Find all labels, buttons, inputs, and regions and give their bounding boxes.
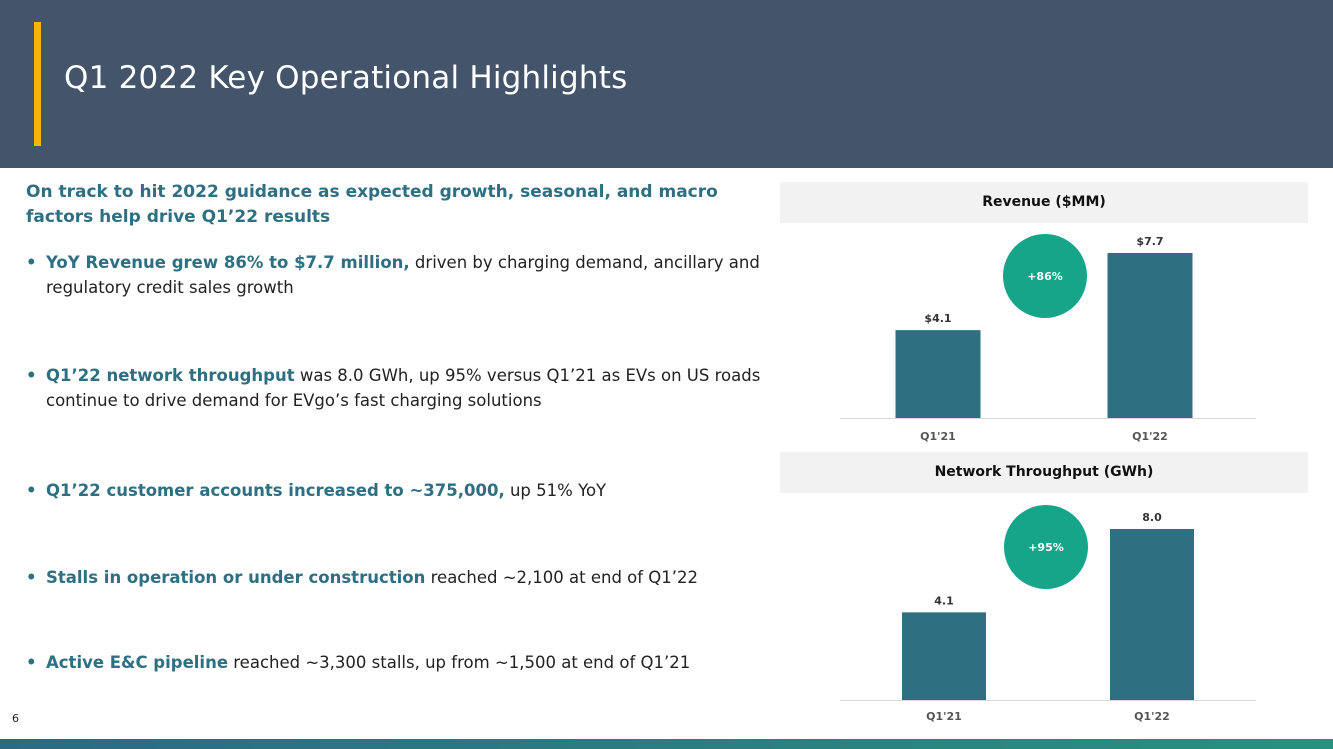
throughput-bar-1	[902, 612, 986, 700]
throughput-growth-label: +95%	[1028, 541, 1064, 554]
highlight-stalls: • Stalls in operation or under construct…	[26, 565, 766, 590]
throughput-x-tick-1: Q1'21	[926, 710, 962, 723]
revenue-x-tick-1: Q1'21	[920, 430, 956, 443]
revenue-growth-badge	[1003, 234, 1087, 318]
throughput-x-tick-2: Q1'22	[1134, 710, 1170, 723]
highlight-pipeline: • Active E&C pipeline reached ~3,300 sta…	[26, 650, 766, 675]
footer-bar	[0, 739, 1333, 749]
revenue-data-label-1: $4.1	[924, 312, 951, 325]
throughput-chart: 4.1 Q1'21 8.0 Q1'22 +95%	[840, 505, 1256, 723]
highlight-label: Q1’22 customer accounts increased to ~37…	[46, 481, 505, 500]
bullet-dot: •	[26, 253, 37, 272]
throughput-bar-2	[1110, 529, 1194, 700]
bullet-dot: •	[26, 568, 37, 587]
revenue-data-label-2: $7.7	[1136, 235, 1163, 248]
highlight-text: up 51% YoY	[504, 481, 607, 500]
highlight-label: Stalls in operation or under constructio…	[46, 568, 426, 587]
highlight-label: YoY Revenue grew 86% to $7.7 million,	[46, 253, 410, 272]
revenue-chart-title: Revenue ($MM)	[780, 182, 1308, 223]
page-title: Q1 2022 Key Operational Highlights	[64, 60, 628, 96]
intro-statement: On track to hit 2022 guidance as expecte…	[26, 182, 718, 227]
throughput-growth-badge	[1004, 505, 1088, 589]
bullet-dot: •	[26, 481, 37, 500]
revenue-bar-1	[895, 330, 981, 418]
revenue-x-tick-2: Q1'22	[1132, 430, 1168, 443]
revenue-bar-2	[1107, 253, 1193, 418]
bullet-dot: •	[26, 653, 37, 672]
bullet-dot: •	[26, 366, 37, 385]
highlight-label: Q1’22 network throughput	[46, 366, 295, 385]
throughput-data-label-2: 8.0	[1142, 511, 1162, 524]
highlight-throughput: • Q1’22 network throughput was 8.0 GWh, …	[26, 363, 766, 413]
highlight-text: driven by charging demand, ancillary and…	[46, 253, 760, 297]
throughput-data-label-1: 4.1	[934, 594, 954, 607]
highlight-revenue: • YoY Revenue grew 86% to $7.7 million, …	[26, 250, 766, 300]
highlight-text: was 8.0 GWh, up 95% versus Q1’21 as EVs …	[46, 366, 761, 410]
throughput-chart-title: Network Throughput (GWh)	[780, 452, 1308, 493]
header-accent-bar	[34, 22, 41, 146]
highlight-text: reached ~3,300 stalls, up from ~1,500 at…	[228, 653, 691, 672]
highlight-label: Active E&C pipeline	[46, 653, 229, 672]
revenue-chart: $4.1 Q1'21 $7.7 Q1'22 +86%	[840, 234, 1256, 443]
page-number: 6	[12, 712, 19, 725]
highlight-text: reached ~2,100 at end of Q1’22	[425, 568, 699, 587]
highlight-customers: • Q1’22 customer accounts increased to ~…	[26, 478, 766, 503]
slide-header: Q1 2022 Key Operational Highlights	[0, 0, 1333, 168]
revenue-growth-label: +86%	[1027, 270, 1063, 283]
